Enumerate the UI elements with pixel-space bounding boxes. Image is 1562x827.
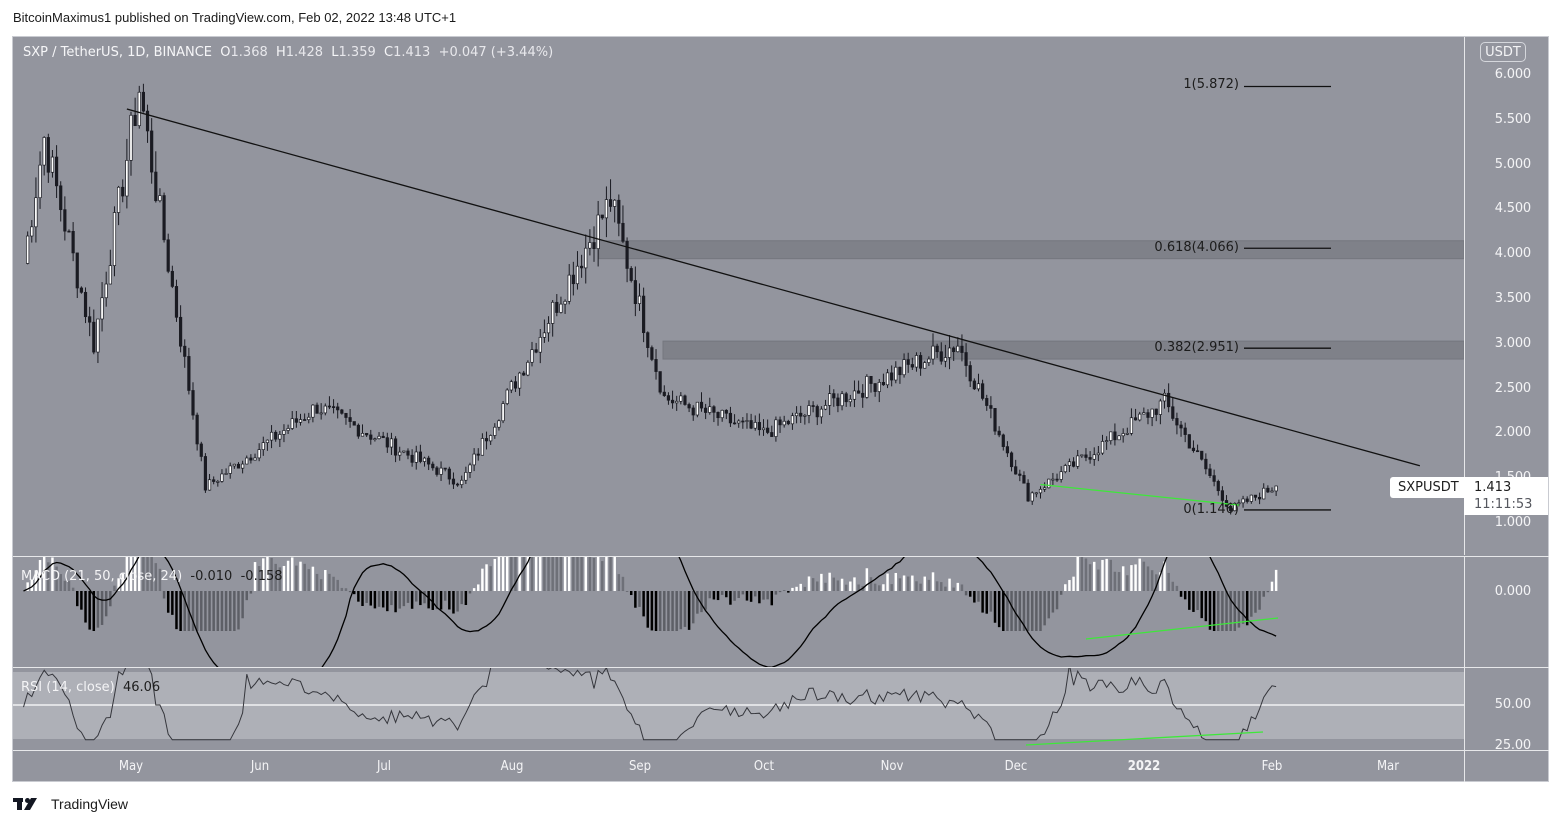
close-value: 1.413: [393, 45, 431, 60]
change-value: +0.047 (+3.44%): [438, 45, 554, 60]
low-value: 1.359: [338, 45, 376, 60]
price-tick: 5.000: [1494, 156, 1531, 172]
rsi-line: [23, 668, 1277, 741]
price-divergence-line[interactable]: [1040, 483, 1239, 506]
footer-brand: TradingView: [51, 796, 129, 812]
chart-frame: [12, 36, 1549, 782]
macd-value-2: -0.158: [240, 569, 283, 584]
macd-tick-0: 0.000: [1494, 584, 1531, 599]
rsi-value: 46.06: [122, 680, 161, 695]
rsi-divergence-line[interactable]: [1025, 731, 1264, 746]
price-tick: 2.000: [1494, 425, 1531, 441]
time-tick: Nov: [880, 759, 904, 774]
rsi-tick-50: 50.00: [1494, 697, 1531, 712]
rsi-title: RSI (14, close): [21, 680, 115, 695]
time-tick: Feb: [1261, 759, 1283, 774]
last-price-label: 1.413 11:11:53: [1464, 477, 1548, 515]
price-tick: 4.000: [1494, 246, 1531, 262]
descending-resistance-line[interactable]: [126, 108, 1421, 467]
tradingview-logo-icon: [13, 798, 37, 810]
axis-corner: [1464, 750, 1549, 782]
symbol-legend: SXP / TetherUS, 1D, BINANCE O1.368 H1.42…: [23, 45, 554, 60]
publish-line: BitcoinMaximus1 published on TradingView…: [13, 10, 457, 25]
rsi-pane[interactable]: RSI (14, close) 46.06: [13, 667, 1464, 751]
footer: TradingView: [13, 796, 128, 812]
time-tick: 2022: [1127, 759, 1161, 774]
price-tick: 4.500: [1494, 201, 1531, 217]
rsi-legend: RSI (14, close) 46.06: [21, 680, 160, 695]
time-axis[interactable]: May Jun Jul Aug Sep Oct Nov Dec 2022 Feb Mar: [13, 750, 1464, 782]
fib-label-0382: 0.382(2.951): [1154, 340, 1239, 355]
time-tick: Aug: [500, 759, 524, 774]
candlestick-chart[interactable]: [13, 37, 1464, 555]
time-tick: Oct: [753, 759, 775, 774]
macd-value-1: -0.010: [190, 569, 233, 584]
fib-label-0: 0(1.146): [1183, 502, 1239, 517]
time-tick: Jun: [250, 759, 270, 774]
time-tick: Jul: [376, 759, 392, 774]
bar-countdown: 11:11:53: [1474, 497, 1533, 512]
macd-chart[interactable]: [13, 557, 1464, 667]
macd-pane[interactable]: MACD (21, 50, close, 24) -0.010 -0.158: [13, 556, 1464, 667]
open-value: 1.368: [230, 45, 268, 60]
macd-axis[interactable]: 0.000: [1464, 556, 1549, 667]
macd-divergence-line[interactable]: [1085, 617, 1279, 640]
resistance-zone[interactable]: [662, 340, 1464, 360]
rsi-tick-25: 25.00: [1494, 738, 1531, 751]
rsi-chart[interactable]: [13, 668, 1464, 751]
fib-label-0618: 0.618(4.066): [1154, 240, 1239, 255]
high-value: 1.428: [285, 45, 323, 60]
time-tick: Sep: [628, 759, 652, 774]
price-tick: 1.000: [1494, 515, 1531, 530]
resistance-zone[interactable]: [598, 240, 1464, 260]
currency-button[interactable]: USDT: [1480, 42, 1526, 62]
price-tick: 2.500: [1494, 380, 1531, 396]
rsi-axis[interactable]: 50.00 25.00: [1464, 667, 1549, 751]
symbol-price-label: SXPUSDT: [1390, 477, 1464, 498]
time-tick: Mar: [1376, 759, 1400, 774]
symbol-title: SXP / TetherUS, 1D, BINANCE: [23, 45, 213, 60]
macd-line: [23, 557, 1277, 667]
time-tick: Dec: [1004, 759, 1028, 774]
price-tick: 5.500: [1494, 111, 1531, 127]
time-tick: May: [118, 759, 144, 774]
macd-legend: MACD (21, 50, close, 24) -0.010 -0.158: [21, 569, 283, 584]
fib-label-1: 1(5.872): [1183, 77, 1239, 92]
price-tick: 6.000: [1494, 67, 1531, 82]
macd-title: MACD (21, 50, close, 24): [21, 569, 183, 584]
price-tick: 3.500: [1494, 291, 1531, 306]
last-price-value: 1.413: [1474, 480, 1512, 495]
price-tick: 3.000: [1494, 335, 1531, 351]
price-pane[interactable]: SXP / TetherUS, 1D, BINANCE O1.368 H1.42…: [13, 37, 1464, 555]
